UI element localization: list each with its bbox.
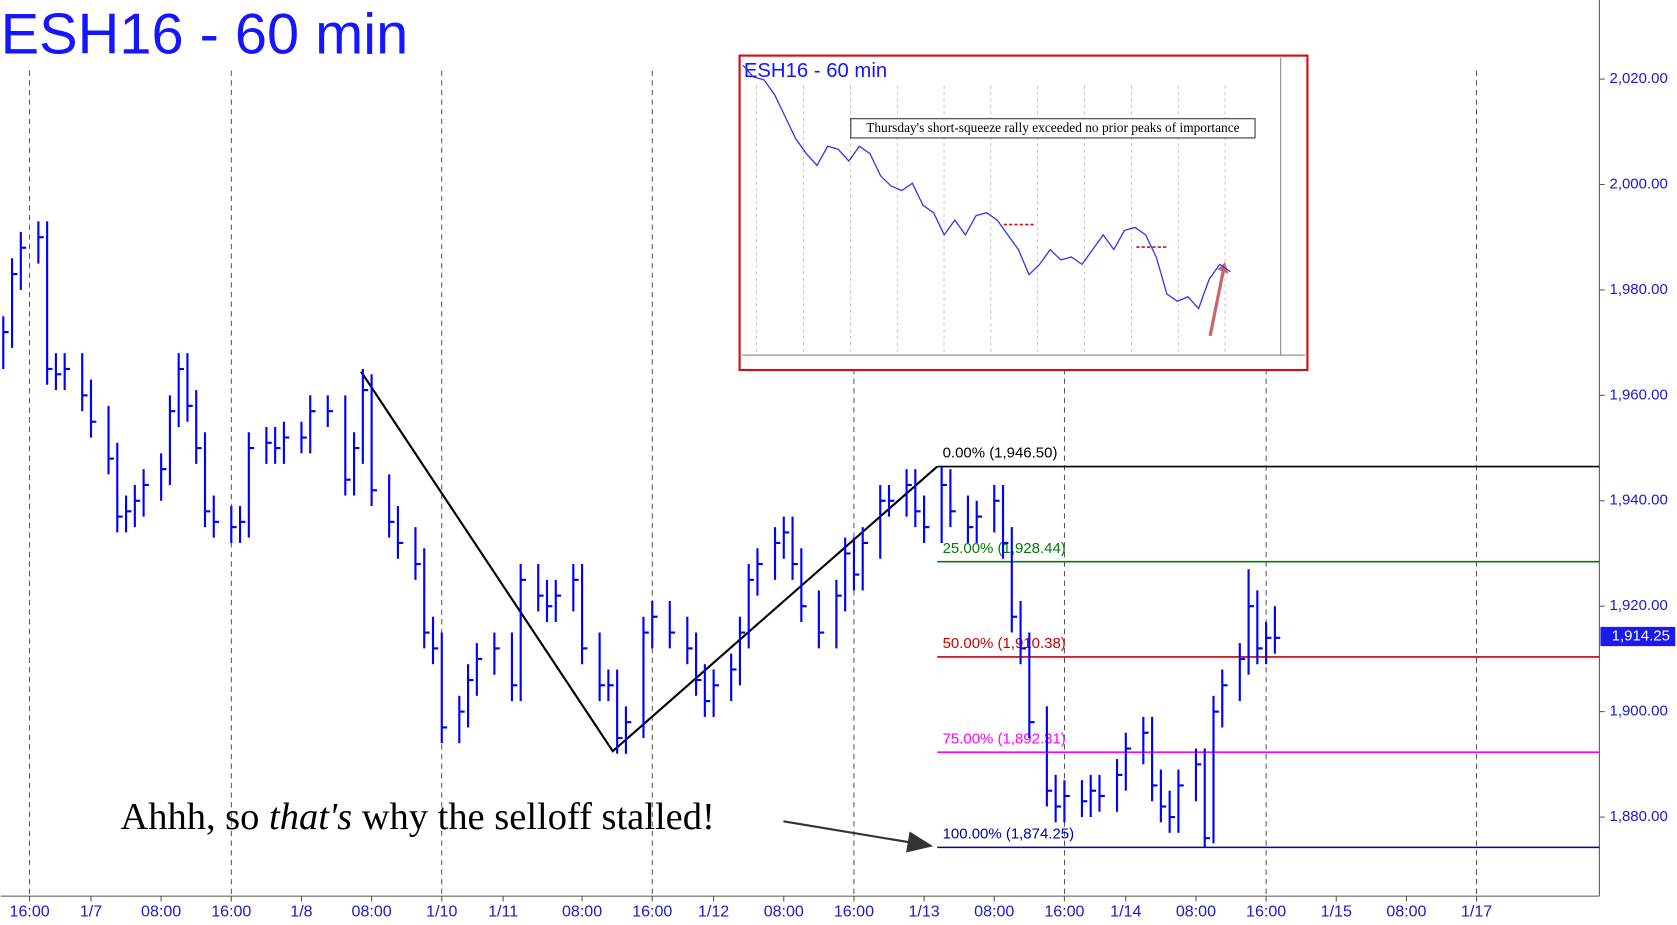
x-tick-label: 1/8: [290, 902, 312, 920]
annotation: Ahhh, so that's why the selloff stalled!: [120, 796, 714, 838]
x-tick-label: 1/10: [426, 902, 457, 920]
fib-label: 50.00% (1,910.38): [943, 635, 1066, 652]
annotation-arrow: [783, 820, 934, 853]
x-tick-label: 08:00: [1176, 902, 1216, 920]
chart-title: ESH16 - 60 min: [1, 3, 409, 67]
x-tick-label: 16:00: [10, 902, 50, 920]
annotation-text: Ahhh, so: [120, 796, 269, 838]
x-tick-label: 1/11: [488, 902, 518, 920]
x-tick-label: 1/7: [80, 902, 102, 920]
inset-note-box: [850, 118, 1256, 139]
x-tick-label: 1/14: [1110, 902, 1141, 920]
y-tick-label: 1,880.00: [1610, 808, 1668, 825]
x-tick-label: 16:00: [1246, 902, 1286, 920]
x-tick-label: 08:00: [352, 902, 392, 920]
inset-arrow: [1208, 267, 1226, 337]
y-tick-label: 1,900.00: [1610, 703, 1668, 720]
annotation-text: why the selloff stalled!: [352, 796, 715, 838]
y-tick-label: 1,940.00: [1610, 492, 1668, 509]
inset-arrowhead: [1217, 261, 1229, 274]
annotation-emphasis: that's: [269, 796, 352, 838]
inset-frame: [738, 54, 1309, 372]
x-tick-label: 1/12: [698, 902, 729, 920]
x-tick-label: 08:00: [1386, 902, 1426, 920]
x-tick-label: 08:00: [764, 902, 804, 920]
y-tick-label: 2,020.00: [1610, 70, 1668, 87]
x-tick-label: 1/15: [1321, 902, 1352, 920]
fib-label: 100.00% (1,874.25): [943, 825, 1075, 842]
inset-chart: ESH16 - 60 min Thursday's short-squeeze …: [738, 54, 1309, 372]
inset-price-line: [742, 64, 1231, 310]
pattern-line: [360, 371, 938, 753]
y-tick-label: 1,920.00: [1610, 597, 1668, 614]
inset-note: Thursday's short-squeeze rally exceeded …: [866, 120, 1239, 135]
x-tick-label: 08:00: [974, 902, 1014, 920]
inset-title: ESH16 - 60 min: [744, 60, 887, 82]
y-tick-label: 2,000.00: [1610, 175, 1668, 192]
x-tick-label: 08:00: [141, 902, 181, 920]
last-price-box: [1600, 626, 1676, 647]
y-tick-label: 1,960.00: [1610, 386, 1668, 403]
x-tick-label: 16:00: [1044, 902, 1084, 920]
fib-label: 25.00% (1,928.44): [943, 540, 1066, 557]
last-price-label: 1,914.25: [1612, 627, 1670, 644]
x-tick-label: 16:00: [834, 902, 874, 920]
x-tick-label: 1/13: [908, 902, 939, 920]
fib-label: 0.00% (1,946.50): [943, 445, 1058, 462]
x-tick-label: 16:00: [632, 902, 672, 920]
x-tick-label: 16:00: [211, 902, 251, 920]
x-tick-label: 08:00: [562, 902, 602, 920]
y-tick-label: 1,980.00: [1610, 281, 1668, 298]
fib-label: 75.00% (1,892.31): [943, 730, 1066, 747]
x-tick-label: 1/17: [1461, 902, 1492, 920]
